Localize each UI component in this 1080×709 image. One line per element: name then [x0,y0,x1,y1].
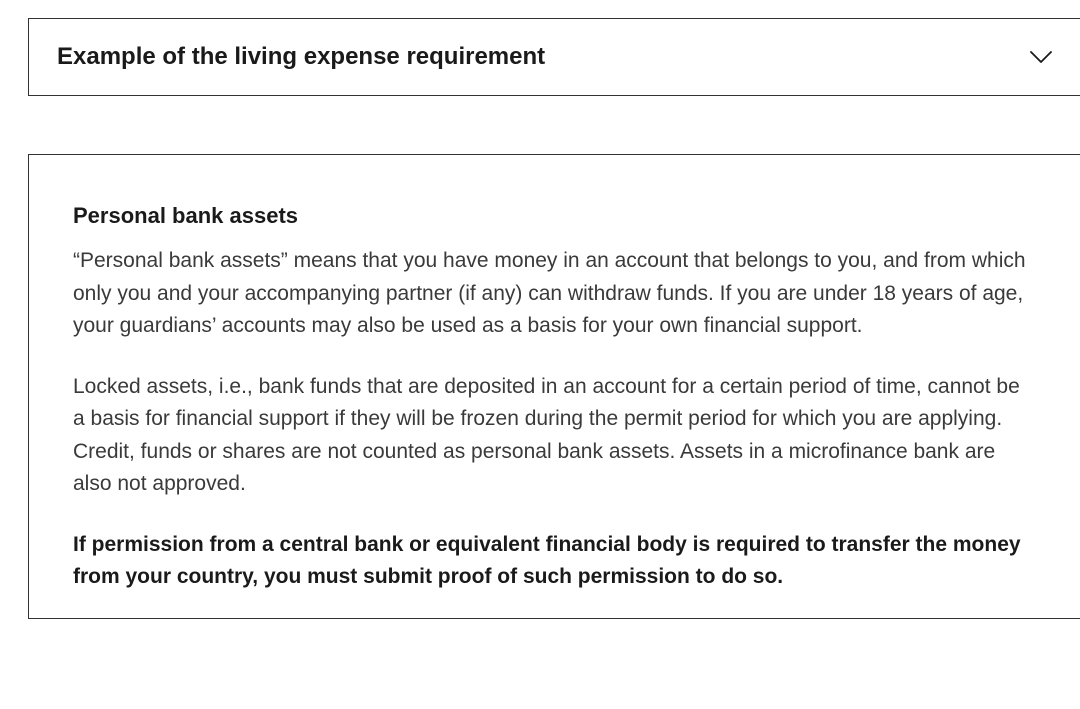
chevron-down-icon [1030,51,1052,63]
section-heading: Personal bank assets [73,203,1036,229]
paragraph-central-bank-note: If permission from a central bank or equ… [73,529,1036,594]
paragraph-definition: “Personal bank assets” means that you ha… [73,245,1036,343]
content-panel: Personal bank assets “Personal bank asse… [28,154,1080,619]
paragraph-locked-assets: Locked assets, i.e., bank funds that are… [73,371,1036,501]
accordion-title: Example of the living expense requiremen… [57,43,545,71]
accordion-header[interactable]: Example of the living expense requiremen… [28,18,1080,96]
